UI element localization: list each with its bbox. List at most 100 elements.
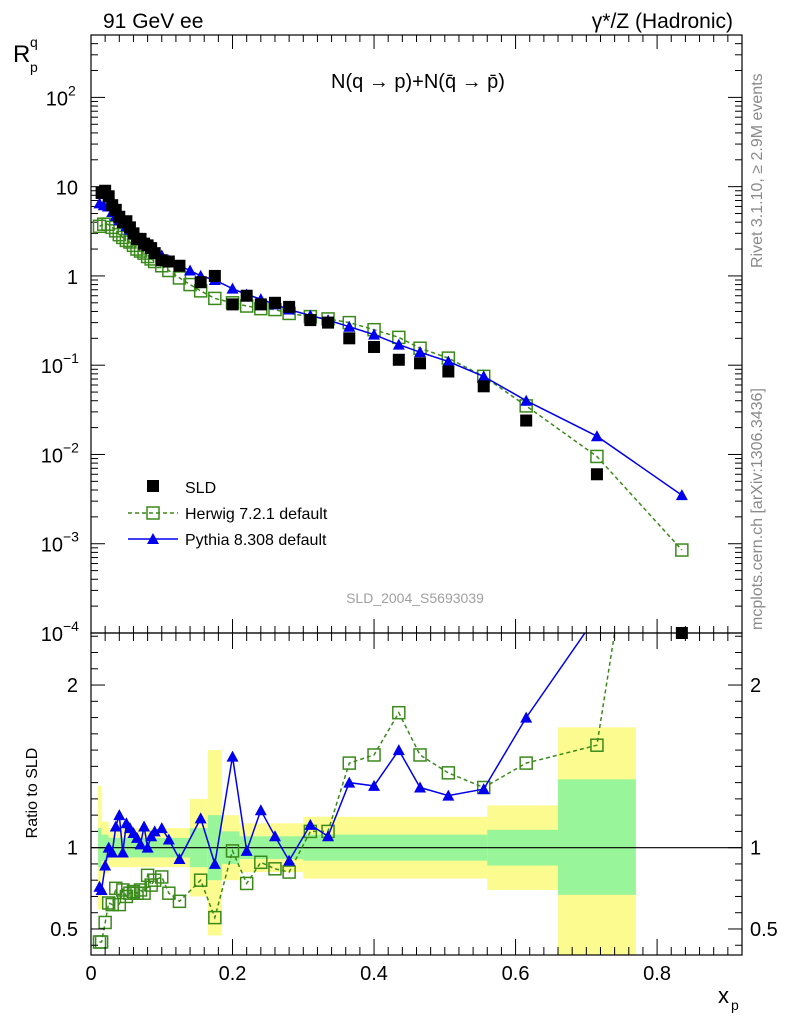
ratio-point-pythia — [520, 711, 533, 723]
main-y-tick-label-exponent: −4 — [63, 618, 79, 634]
main-point-pythia — [392, 338, 405, 350]
main-point-pythia — [226, 282, 239, 294]
ratio-point-pythia — [283, 854, 296, 866]
ratio-band-inner — [558, 779, 636, 895]
ratio-point-herwig — [112, 897, 127, 912]
main-y-tick-label-exponent: −2 — [63, 439, 79, 455]
ratio-point-herwig — [123, 886, 137, 900]
main-series-line-pythia — [99, 202, 683, 496]
main-point-data — [477, 380, 490, 393]
ratio-y-tick-label-left: 1 — [67, 838, 78, 860]
legend-pythia-label: Pythia 8.308 default — [185, 532, 327, 549]
ratio-point-herwig — [126, 884, 141, 899]
ratio-point-pythia — [116, 846, 129, 858]
ratio-uncertainty-bands — [98, 727, 636, 955]
ratio-panel-marks — [91, 633, 742, 949]
main-point-data — [343, 332, 356, 345]
ratio-point-pythia — [134, 838, 147, 850]
ratio-y-tick-label-right: 2 — [750, 675, 761, 697]
main-point-herwig — [590, 449, 604, 464]
x-tick-label: 0.8 — [643, 963, 671, 985]
ratio-point-herwig — [193, 873, 208, 887]
ratio-point-herwig — [130, 886, 144, 900]
ratio-point-herwig — [342, 756, 357, 770]
main-point-data — [254, 298, 267, 311]
ratio-point-pythia — [194, 812, 207, 824]
ratio-point-herwig — [109, 881, 123, 896]
ratio-point-herwig — [282, 865, 296, 879]
main-point-pythia — [368, 328, 381, 340]
ratio-y-tick-label-right: 0.5 — [750, 919, 778, 941]
main-point-data — [226, 298, 239, 311]
main-y-tick-label: 10 — [41, 445, 63, 467]
ratio-panel: 2 2 1 1 0.5 0.5 0 0.2 0.4 0.6 0.8 — [50, 632, 778, 985]
main-y-tick-label: 10 — [41, 356, 63, 378]
legend-sld-label: SLD — [185, 480, 216, 497]
ratio-point-herwig — [144, 878, 158, 892]
main-point-pythia — [590, 430, 603, 442]
ratio-point-herwig — [119, 889, 134, 904]
ratio-point-pythia — [106, 846, 119, 858]
ratio-point-herwig — [133, 883, 148, 897]
ratio-point-herwig — [239, 876, 254, 891]
main-point-data — [414, 357, 427, 370]
ratio-point-pythia — [414, 781, 427, 793]
ratio-point-herwig — [162, 886, 176, 900]
main-point-data — [322, 316, 335, 329]
main-point-pythia — [184, 264, 197, 276]
ratio-point-pythia — [343, 776, 356, 788]
legend-herwig-marker — [146, 506, 160, 520]
main-point-data — [194, 276, 207, 289]
main-y-tick-label-exponent: −3 — [63, 529, 79, 545]
mcplots-side-label: mcplots.cern.ch [arXiv:1306.3436] — [749, 388, 766, 630]
main-point-data — [590, 468, 603, 481]
main-y-axis-label: R q p — [13, 34, 38, 75]
ratio-point-herwig — [225, 844, 240, 858]
ratio-point-pythia — [99, 859, 112, 871]
main-y-tick-label: 10 — [56, 178, 78, 200]
main-point-data — [268, 296, 281, 309]
main-point-data — [368, 340, 381, 353]
main-point-data — [392, 353, 405, 366]
header-left-title: 91 GeV ee — [103, 10, 203, 33]
analysis-watermark: SLD_2004_S5693039 — [346, 590, 484, 606]
ratio-point-pythia — [208, 857, 221, 869]
ratio-point-pythia — [155, 822, 168, 834]
main-point-pythia — [675, 489, 688, 501]
ratio-point-herwig — [155, 870, 169, 884]
ratio-point-pythia — [322, 830, 335, 842]
ratio-point-pythia — [254, 804, 267, 816]
ratio-point-pythia — [368, 779, 381, 791]
main-y-tick-label-exponent: 2 — [68, 82, 76, 98]
legend-herwig-label: Herwig 7.2.1 default — [185, 506, 328, 523]
ratio-point-herwig — [105, 897, 119, 912]
ratio-point-herwig — [519, 756, 533, 770]
main-point-data — [173, 259, 186, 272]
main-point-pythia — [343, 320, 356, 332]
ratio-point-pythia — [226, 750, 239, 762]
ratio-point-herwig — [140, 868, 155, 883]
x-label-subscript: p — [731, 997, 739, 1013]
ratio-point-pythia — [141, 841, 154, 853]
x-tick-label: 0 — [85, 963, 96, 985]
main-point-pythia — [477, 370, 490, 382]
ratio-point-herwig — [441, 766, 456, 780]
main-point-herwig — [208, 291, 222, 306]
main-point-data — [162, 255, 175, 268]
rivet-side-label: Rivet 3.1.10, ≥ 2.9M events — [749, 73, 766, 268]
main-point-pythia — [520, 394, 533, 406]
main-point-pythia — [414, 346, 427, 358]
main-point-data — [283, 300, 296, 313]
main-point-pythia — [442, 355, 455, 367]
ratio-point-herwig — [137, 886, 151, 900]
ratio-point-herwig — [268, 862, 282, 876]
main-y-tick-label: 10 — [41, 535, 63, 557]
ratio-point-pythia — [442, 789, 455, 801]
y-label-superscript: q — [30, 34, 38, 50]
header-right-title: γ*/Z (Hadronic) — [592, 10, 733, 33]
ratio-point-pythia — [162, 833, 175, 845]
legend: SLD Herwig 7.2.1 default Pythia 8.308 de… — [128, 480, 328, 549]
ratio-point-herwig — [413, 748, 427, 762]
